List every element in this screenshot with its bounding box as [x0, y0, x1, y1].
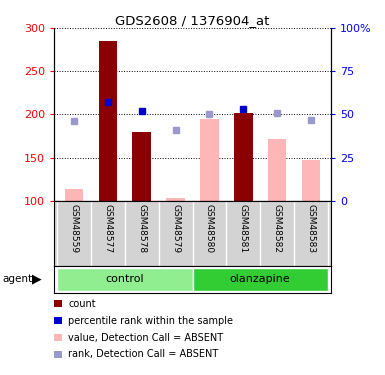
- Text: GSM48578: GSM48578: [137, 204, 146, 253]
- Text: agent: agent: [2, 274, 32, 284]
- Bar: [65, 189, 84, 201]
- Text: GSM48579: GSM48579: [171, 204, 180, 253]
- Bar: [166, 198, 185, 201]
- FancyBboxPatch shape: [57, 268, 192, 291]
- Bar: [132, 132, 151, 201]
- Text: GSM48577: GSM48577: [104, 204, 112, 253]
- Text: GSM48582: GSM48582: [273, 204, 281, 253]
- Title: GDS2608 / 1376904_at: GDS2608 / 1376904_at: [116, 14, 270, 27]
- Bar: [234, 112, 253, 201]
- Text: GSM48583: GSM48583: [306, 204, 315, 253]
- Text: GSM48580: GSM48580: [205, 204, 214, 253]
- Text: value, Detection Call = ABSENT: value, Detection Call = ABSENT: [68, 333, 223, 342]
- Bar: [99, 41, 117, 201]
- Text: ▶: ▶: [32, 273, 41, 286]
- Text: rank, Detection Call = ABSENT: rank, Detection Call = ABSENT: [68, 350, 218, 359]
- Bar: [200, 118, 219, 201]
- Text: GSM48559: GSM48559: [70, 204, 79, 253]
- Bar: [301, 160, 320, 201]
- FancyBboxPatch shape: [192, 268, 328, 291]
- Text: olanzapine: olanzapine: [230, 274, 291, 284]
- Bar: [268, 138, 286, 201]
- Text: control: control: [105, 274, 144, 284]
- Text: percentile rank within the sample: percentile rank within the sample: [68, 316, 233, 326]
- Text: GSM48581: GSM48581: [239, 204, 248, 253]
- Text: count: count: [68, 299, 96, 309]
